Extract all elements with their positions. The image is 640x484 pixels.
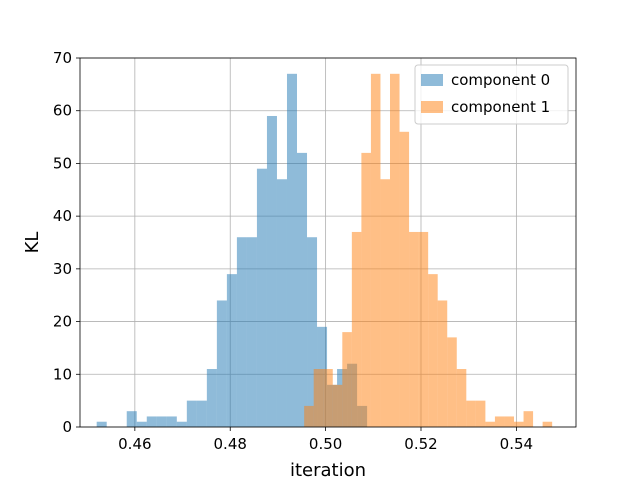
histogram-bar: [380, 179, 390, 427]
x-axis-label: iteration: [290, 460, 366, 480]
histogram-bar: [332, 384, 343, 427]
ticks: 0.46 0.48 0.50 0.52 0.54 0 10 20 30 40 50 60 70: [53, 49, 533, 453]
legend-label: component 1: [451, 98, 550, 116]
y-tick-label: 0: [62, 418, 72, 436]
histogram-bar: [313, 369, 324, 427]
histogram-bar: [146, 416, 157, 427]
histogram-bar: [156, 416, 167, 427]
y-tick-label: 40: [53, 207, 72, 225]
histogram-bar: [126, 411, 137, 427]
histogram-bar: [206, 369, 217, 427]
x-tick-label: 0.48: [214, 435, 247, 453]
series-1-bars: [304, 73, 553, 428]
histogram-bar: [351, 231, 362, 427]
histogram-bar: [196, 400, 207, 427]
histogram-bar: [437, 300, 448, 427]
x-tick-label: 0.52: [404, 435, 437, 453]
y-tick-label: 30: [53, 260, 72, 278]
histogram-bar: [399, 131, 410, 428]
histogram-bar: [485, 421, 495, 427]
histogram-bar: [256, 168, 267, 427]
histogram-bar: [246, 237, 257, 427]
histogram-bar: [186, 400, 197, 427]
legend-label: component 0: [451, 71, 550, 89]
histogram-bar: [266, 115, 277, 427]
histogram-bar: [304, 405, 314, 427]
histogram-bar: [494, 416, 505, 427]
histogram-bar: [216, 300, 227, 427]
plot-frame: [79, 57, 577, 428]
histogram-bar: [226, 274, 237, 427]
histogram-bar: [514, 421, 524, 427]
legend-box: [414, 64, 569, 125]
histogram-bar: [456, 369, 467, 427]
bars: [96, 73, 553, 428]
grid: [80, 57, 576, 428]
histogram-bar: [475, 400, 486, 427]
histogram-bar: [323, 369, 333, 427]
histogram-bar: [176, 421, 187, 427]
histogram-bar: [504, 416, 514, 427]
histogram-bar: [542, 421, 553, 427]
legend-swatch: [421, 101, 443, 113]
histogram-bar: [286, 73, 297, 428]
y-axis-label: KL: [22, 232, 43, 254]
x-tick-label: 0.50: [309, 435, 342, 453]
histogram-bar: [418, 231, 429, 427]
histogram-bar: [390, 73, 400, 428]
y-tick-label: 70: [53, 49, 72, 67]
x-tick-label: 0.54: [500, 435, 533, 453]
y-tick-label: 60: [53, 102, 72, 120]
histogram-bar: [428, 274, 438, 427]
histogram-bar: [361, 152, 371, 427]
histogram-bar: [297, 152, 308, 427]
histogram-bar: [370, 73, 381, 428]
histogram-bar: [136, 421, 147, 427]
histogram-bar: [409, 231, 419, 427]
histogram-bar: [166, 416, 177, 427]
legend-swatch: [421, 74, 443, 86]
histogram-bar: [447, 337, 457, 427]
y-tick-label: 10: [53, 365, 72, 383]
x-tick-label: 0.46: [118, 435, 151, 453]
histogram-bar: [236, 237, 247, 427]
histogram-bar: [276, 179, 287, 427]
histogram-bar: [342, 332, 352, 427]
histogram-bar: [466, 400, 476, 427]
histogram-bar: [96, 421, 107, 427]
y-tick-label: 20: [53, 313, 72, 331]
histogram-bar: [307, 237, 318, 427]
histogram-bar: [523, 411, 534, 427]
y-tick-label: 50: [53, 154, 72, 172]
legend: component 0 component 1: [414, 64, 569, 125]
